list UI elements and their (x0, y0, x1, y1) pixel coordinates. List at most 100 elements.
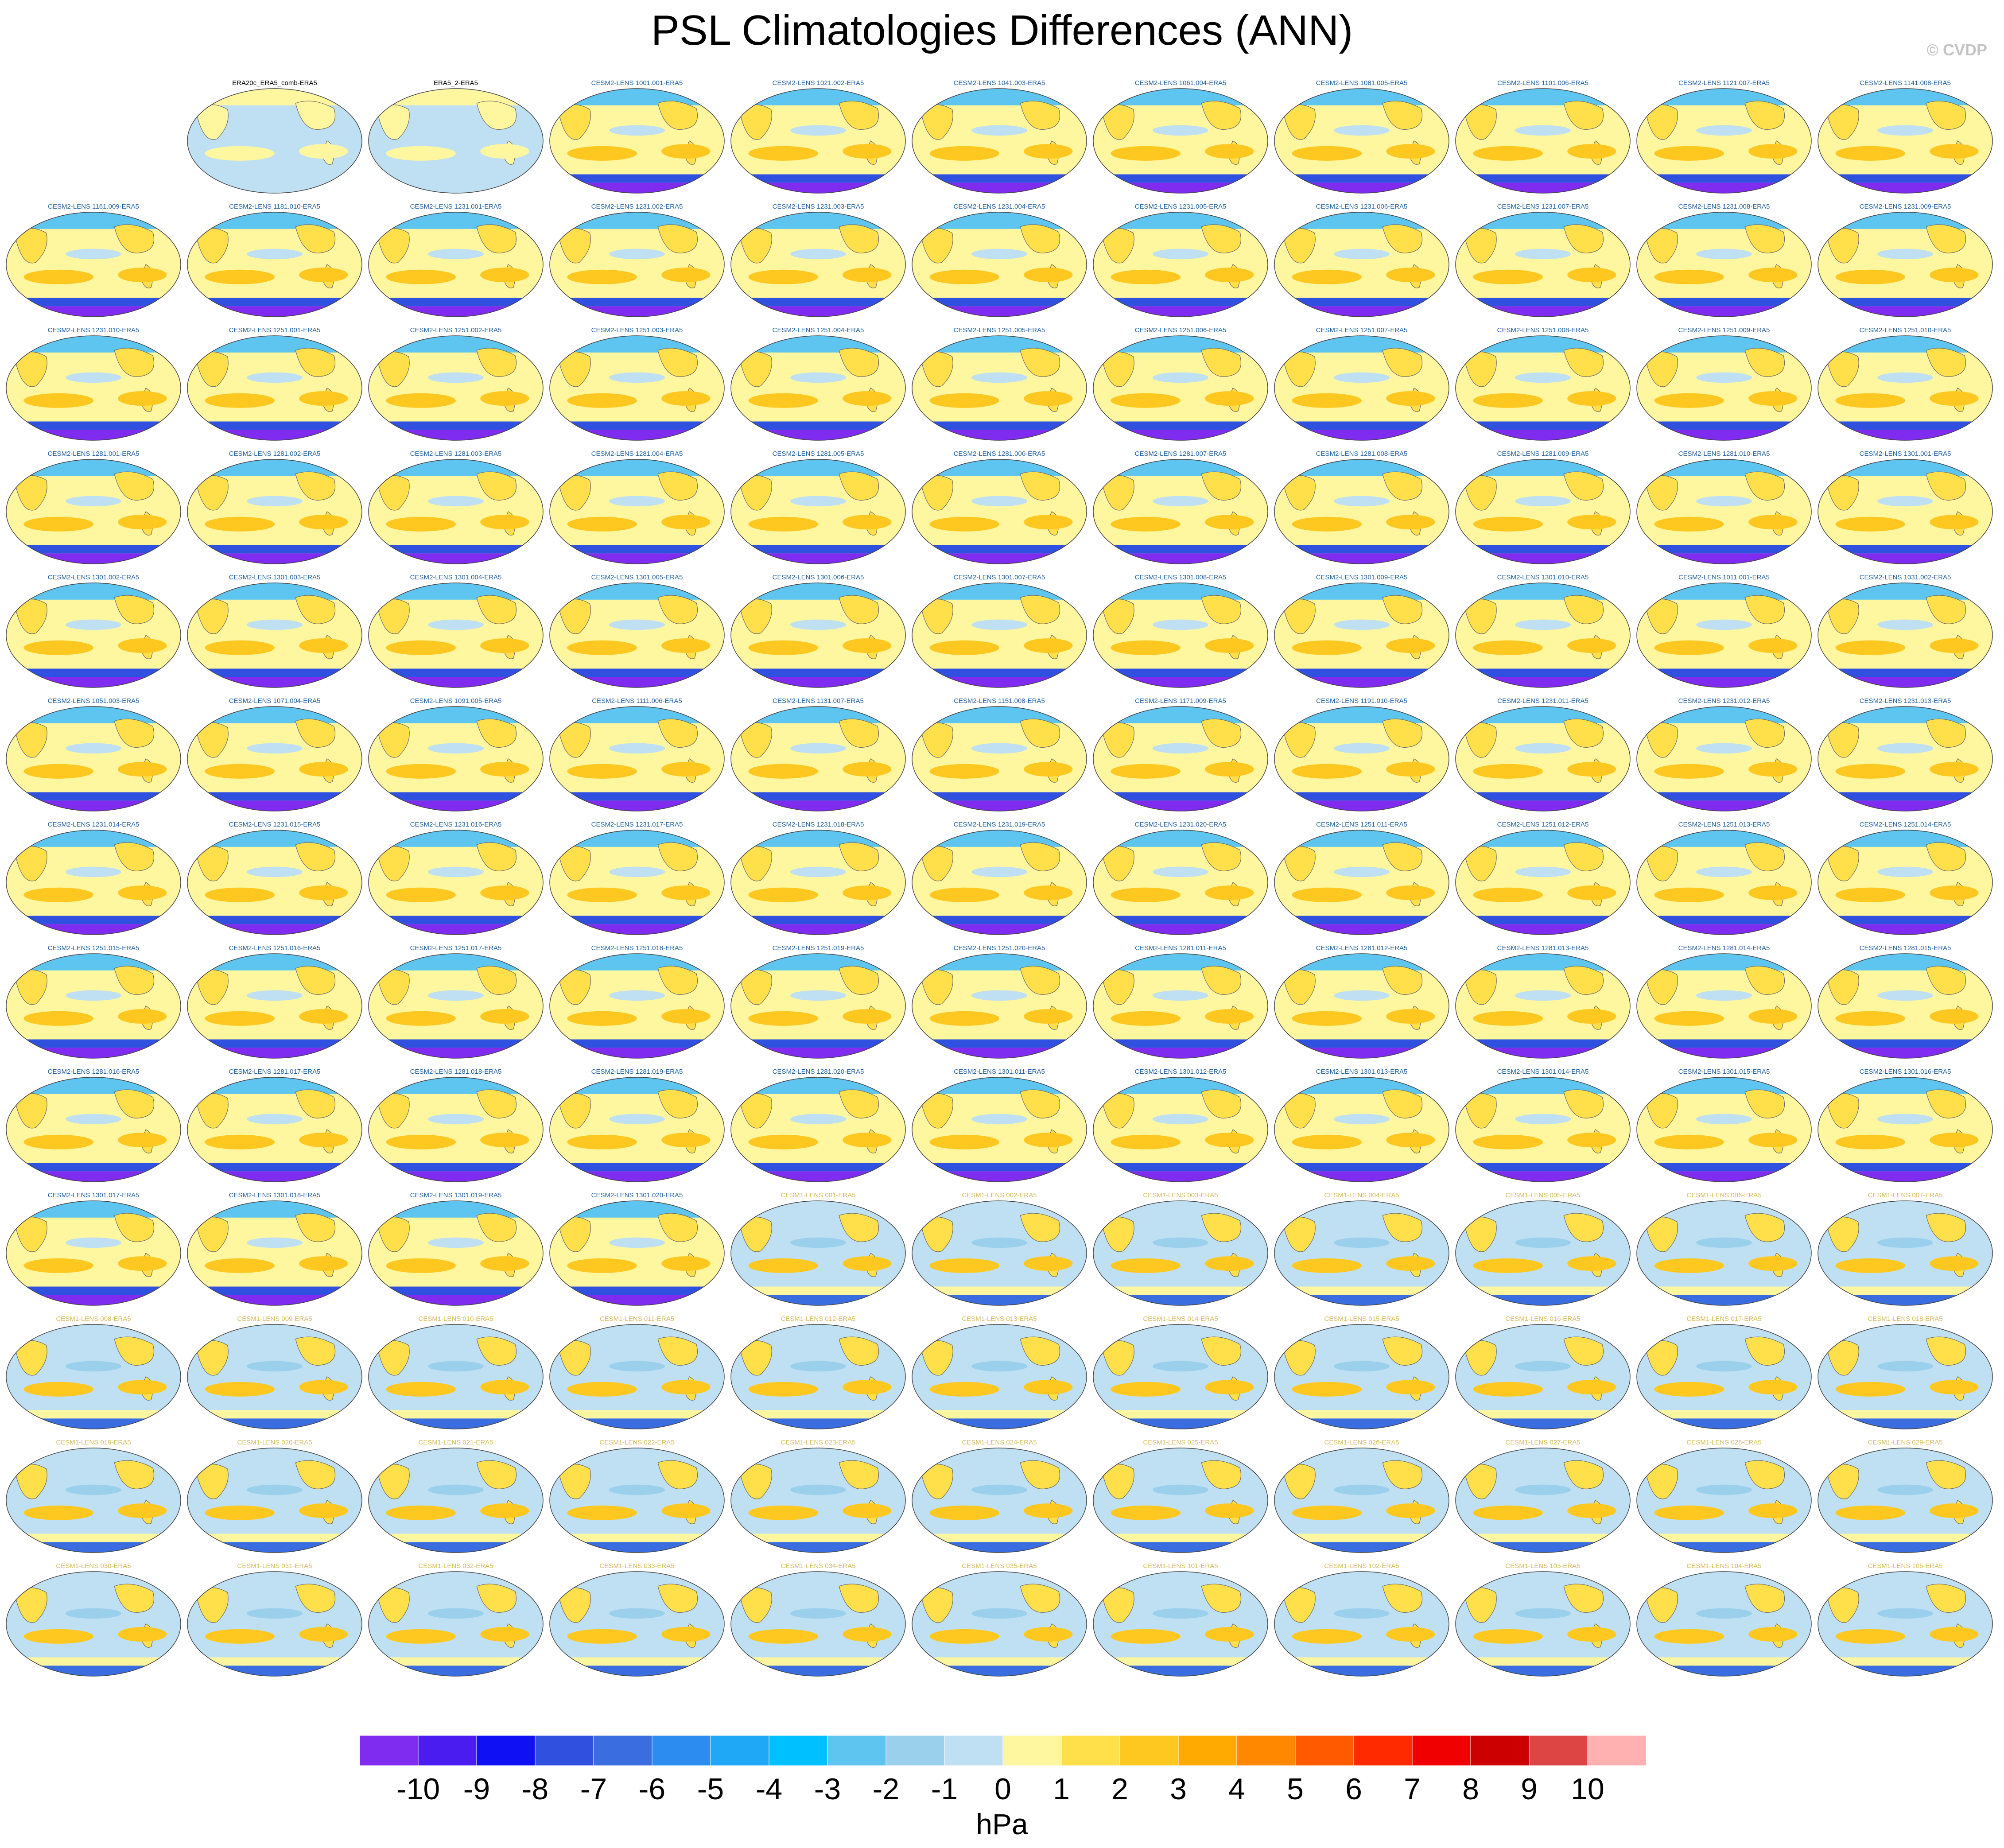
map-outline (6, 212, 181, 317)
panel-title: CESM2-LENS 1251.017-ERA5 (410, 944, 502, 952)
map-outline (1455, 953, 1631, 1059)
map-outline (187, 830, 362, 935)
map-panel: CESM2-LENS 1141.008-ERA5 (1818, 79, 1993, 194)
map-outline (1818, 706, 1993, 811)
map-field (369, 707, 543, 811)
panel-title: ERA20c_ERA5_comb-ERA5 (232, 79, 317, 87)
map-outline (912, 706, 1087, 811)
panel-title: CESM1-LENS 017-ERA5 (1686, 1315, 1761, 1323)
map-field (6, 1201, 181, 1305)
map-outline (1636, 582, 1812, 688)
map-panel: CESM2-LENS 1281.015-ERA5 (1818, 944, 1993, 1059)
map-outline (368, 830, 544, 935)
map-outline (730, 1571, 906, 1677)
panel-title: CESM2-LENS 1281.020-ERA5 (773, 1068, 864, 1075)
map-panel: CESM1-LENS 013-ERA5 (912, 1315, 1087, 1429)
map-field (1818, 1448, 1992, 1553)
map-field (1818, 1324, 1992, 1429)
map-outline (730, 88, 906, 194)
map-panel: CESM2-LENS 1121.007-ERA5 (1636, 79, 1812, 194)
map-field (731, 1077, 905, 1182)
map-field (1274, 583, 1449, 687)
map-panel: CESM1-LENS 102-ERA5 (1274, 1562, 1449, 1677)
map-field (912, 1201, 1087, 1305)
panel-title: CESM2-LENS 1231.004-ERA5 (954, 203, 1045, 210)
map-panel: CESM1-LENS 027-ERA5 (1455, 1439, 1631, 1553)
map-panel: CESM2-LENS 1281.013-ERA5 (1455, 944, 1631, 1059)
map-field (1637, 1572, 1811, 1676)
map-field (1818, 89, 1992, 193)
colorbar-tick-label: 5 (1287, 1772, 1304, 1806)
map-panel-grid: ERA20c_ERA5_comb-ERA5 ERA5_2-ERA5 CESM2-LE… (6, 79, 1993, 1677)
panel-title: CESM2-LENS 1181.010-ERA5 (229, 203, 320, 210)
map-field (1093, 1324, 1268, 1429)
panel-title: CESM1-LENS 001-ERA5 (781, 1192, 855, 1199)
map-outline (187, 1200, 362, 1306)
map-field (1093, 212, 1268, 317)
colorbar-box (1236, 1735, 1296, 1766)
map-field (369, 459, 543, 564)
map-outline (1455, 335, 1631, 441)
panel-title: CESM2-LENS 1281.008-ERA5 (1316, 450, 1408, 458)
panel-title: CESM2-LENS 1231.007-ERA5 (1497, 203, 1589, 210)
map-outline (549, 1571, 725, 1677)
map-outline (1455, 212, 1631, 317)
map-panel: CESM2-LENS 1301.017-ERA5 (6, 1192, 181, 1306)
map-field (912, 89, 1087, 193)
map-field (369, 1077, 543, 1182)
map-panel: CESM2-LENS 1251.001-ERA5 (187, 326, 362, 441)
panel-title: CESM2-LENS 1281.004-ERA5 (591, 450, 683, 458)
map-outline (187, 1571, 362, 1677)
map-panel: CESM2-LENS 1281.010-ERA5 (1636, 450, 1812, 564)
map-outline (6, 335, 181, 441)
map-field (912, 1077, 1087, 1182)
map-field (550, 707, 724, 811)
panel-title: CESM2-LENS 1251.001-ERA5 (229, 326, 321, 334)
map-panel: CESM2-LENS 1231.006-ERA5 (1274, 203, 1449, 317)
map-panel: CESM2-LENS 1301.006-ERA5 (730, 574, 906, 688)
map-outline (1274, 1200, 1449, 1306)
map-outline (1274, 1571, 1449, 1677)
panel-title: CESM1-LENS 009-ERA5 (237, 1315, 312, 1323)
map-outline (1455, 88, 1631, 194)
map-outline (1455, 706, 1631, 811)
map-outline (6, 1324, 181, 1429)
map-outline (912, 459, 1087, 564)
map-outline (187, 1324, 362, 1429)
map-panel: CESM1-LENS 104-ERA5 (1636, 1562, 1812, 1677)
map-field (731, 459, 905, 564)
map-panel: CESM2-LENS 1251.014-ERA5 (1818, 821, 1993, 935)
map-panel: CESM2-LENS 1231.008-ERA5 (1636, 203, 1812, 317)
map-outline (912, 335, 1087, 441)
map-outline (912, 582, 1087, 688)
map-panel: CESM1-LENS 028-ERA5 (1636, 1439, 1812, 1553)
panel-title: CESM2-LENS 1031.002-ERA5 (1860, 574, 1951, 581)
panel-title: CESM1-LENS 007-ERA5 (1868, 1192, 1942, 1199)
map-outline (912, 212, 1087, 317)
panel-title: CESM1-LENS 104-ERA5 (1686, 1562, 1761, 1570)
panel-title: CESM2-LENS 1301.010-ERA5 (1497, 574, 1589, 581)
panel-title: CESM2-LENS 1251.008-ERA5 (1497, 326, 1589, 334)
map-outline (368, 1200, 544, 1306)
map-panel: CESM1-LENS 007-ERA5 (1818, 1192, 1993, 1306)
map-outline (1274, 335, 1449, 441)
map-outline (1636, 830, 1812, 935)
map-panel: ERA20c_ERA5_comb-ERA5 (187, 79, 362, 194)
colorbar-box (1119, 1735, 1179, 1766)
panel-title: CESM2-LENS 1251.018-ERA5 (591, 944, 683, 952)
map-field (1093, 583, 1268, 687)
map-field (187, 830, 362, 935)
map-field (6, 212, 181, 317)
map-outline (730, 1448, 906, 1553)
map-outline (1274, 1448, 1449, 1553)
map-outline (1274, 88, 1449, 194)
panel-title: CESM2-LENS 1231.016-ERA5 (410, 821, 502, 828)
map-field (187, 1324, 362, 1429)
map-panel: CESM2-LENS 1281.007-ERA5 (1093, 450, 1268, 564)
map-panel: CESM2-LENS 1251.006-ERA5 (1093, 326, 1268, 441)
map-field (6, 1324, 181, 1429)
map-outline (1274, 459, 1449, 564)
map-panel: CESM2-LENS 1131.007-ERA5 (730, 697, 906, 811)
panel-title: CESM1-LENS 002-ERA5 (962, 1192, 1037, 1199)
map-field (731, 212, 905, 317)
